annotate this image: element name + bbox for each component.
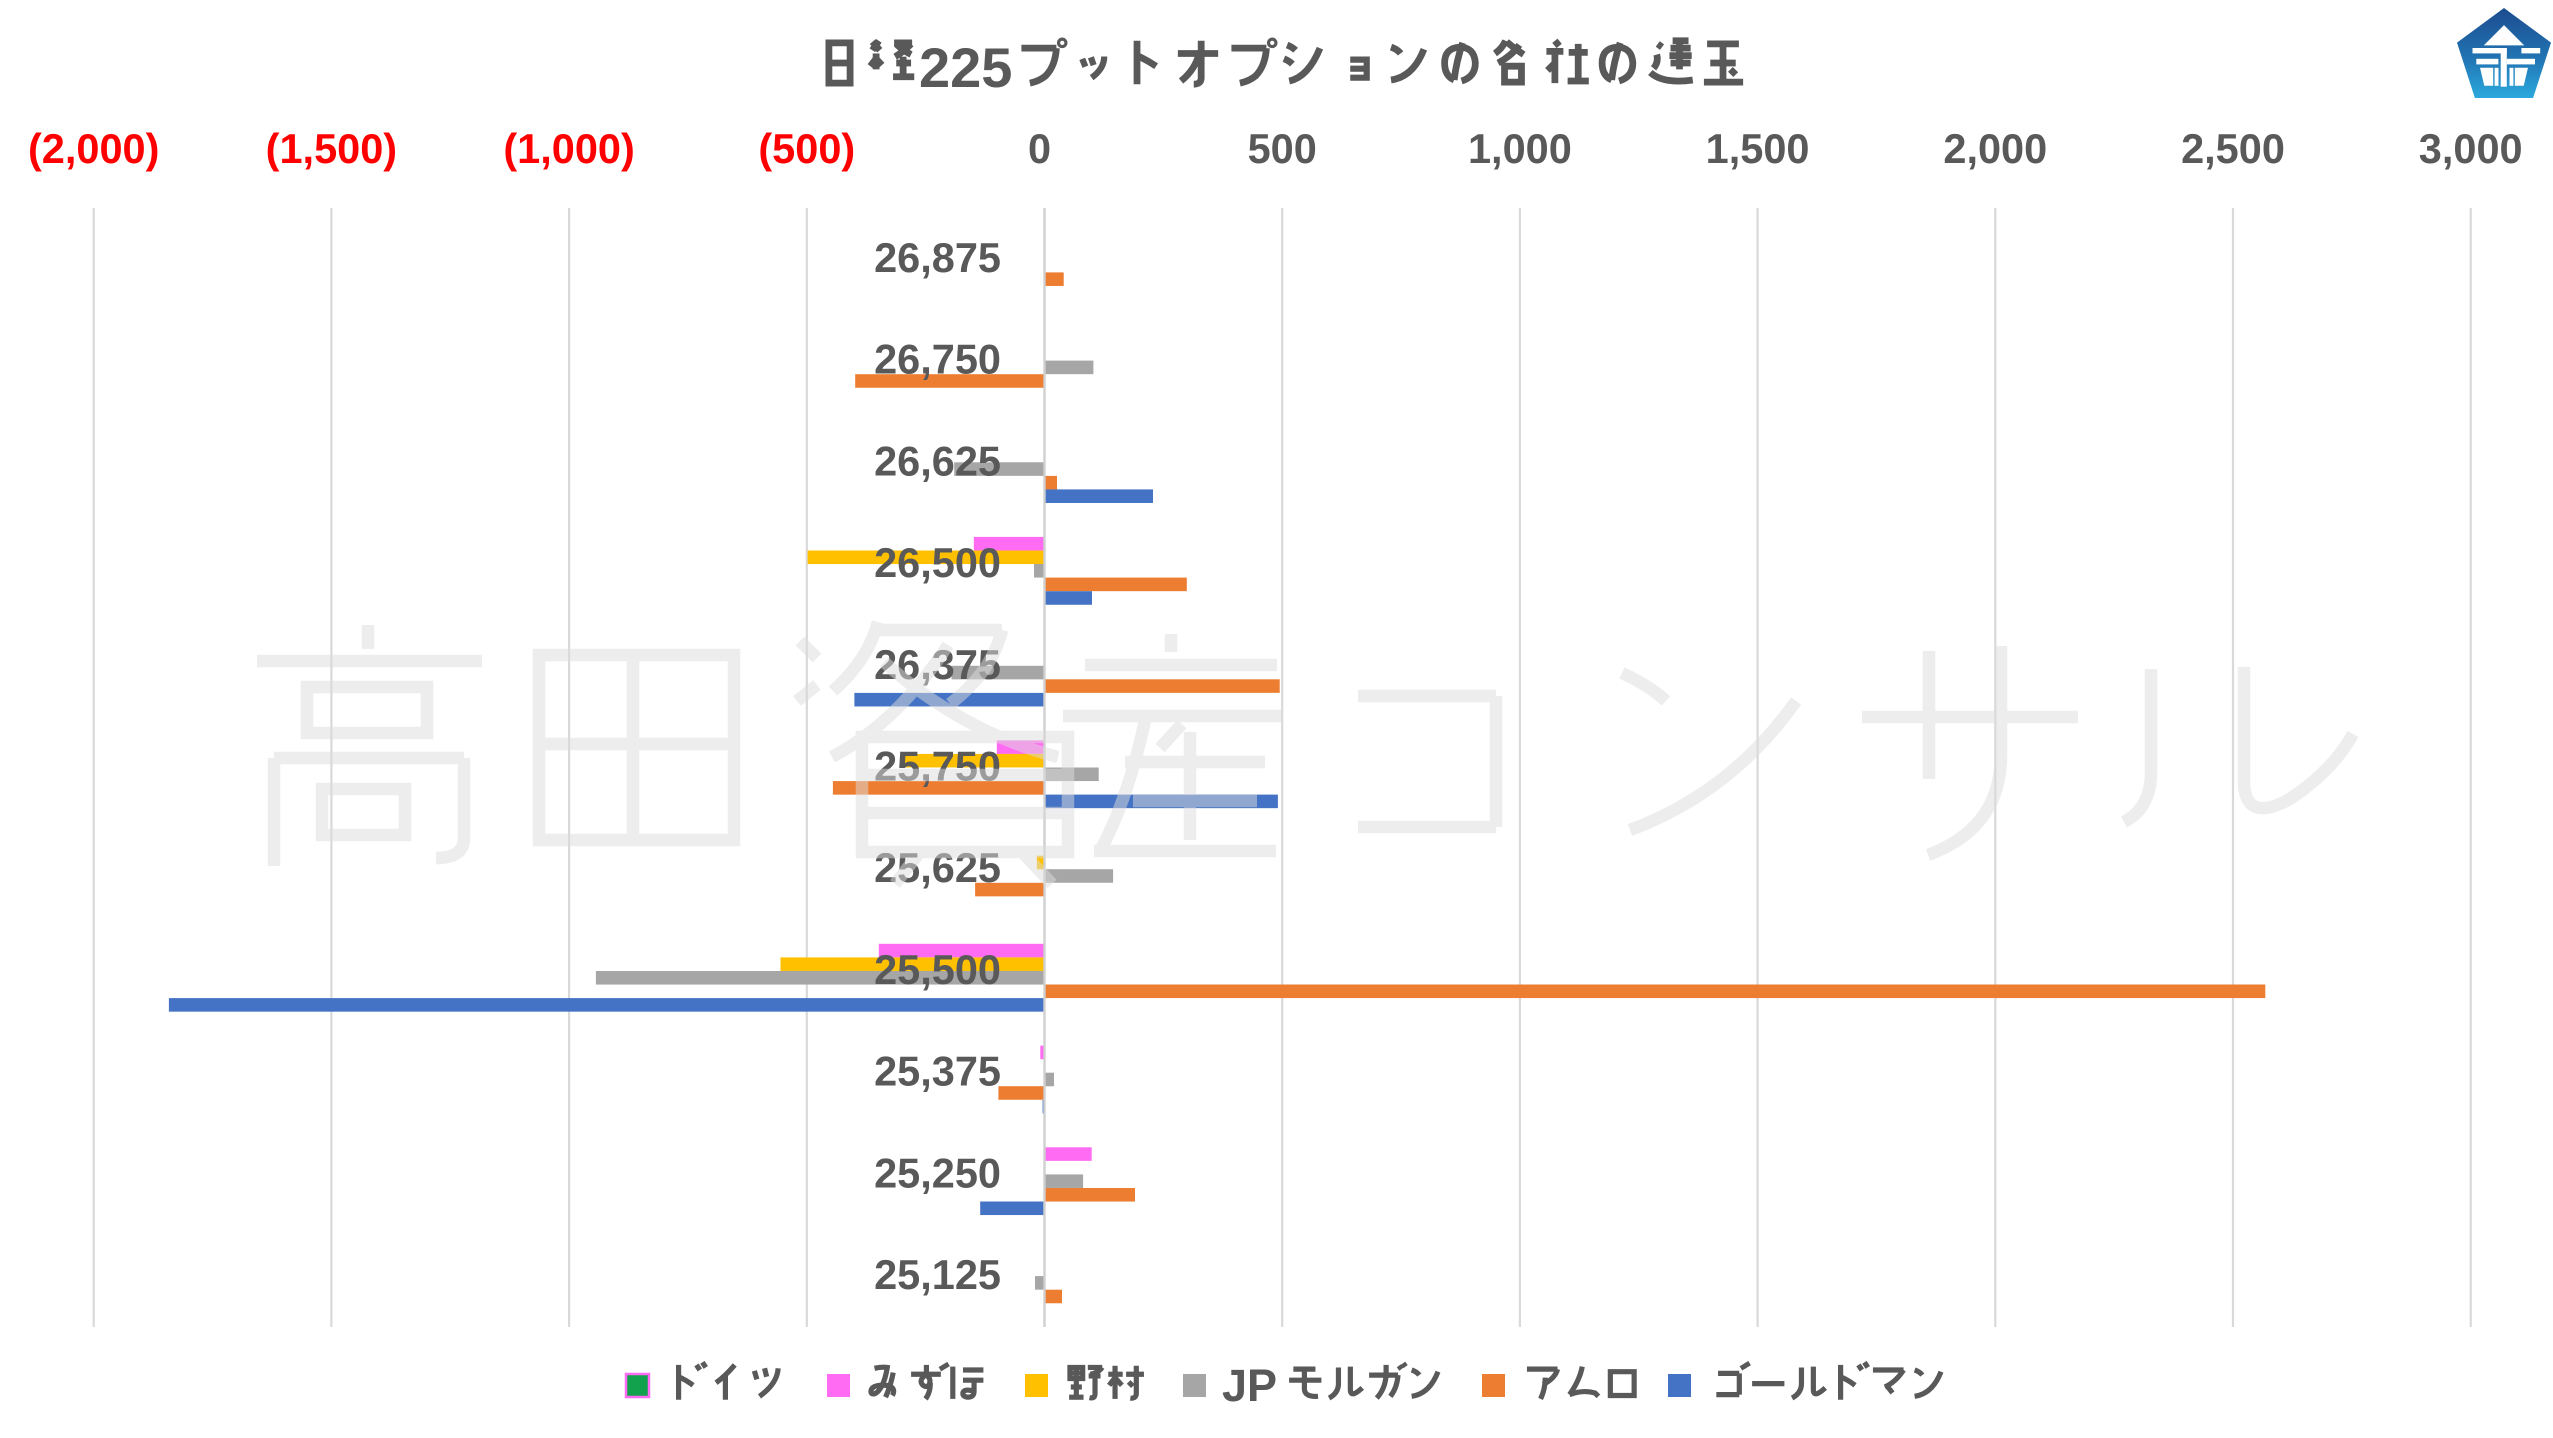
svg-text:JP: JP [1222,1360,1277,1411]
svg-text:25,750: 25,750 [874,743,1001,790]
svg-text:26,875: 26,875 [874,234,1001,281]
svg-text:(2,000): (2,000) [28,125,160,172]
svg-text:3,000: 3,000 [2419,125,2523,172]
svg-text:1,000: 1,000 [1468,125,1572,172]
svg-text:26,500: 26,500 [874,539,1001,586]
svg-text:25,125: 25,125 [874,1251,1001,1298]
svg-text:0: 0 [1028,125,1051,172]
svg-text:2,000: 2,000 [1943,125,2047,172]
svg-text:(500): (500) [758,125,855,172]
svg-text:500: 500 [1248,125,1317,172]
svg-text:26,625: 26,625 [874,437,1001,484]
svg-text:25,500: 25,500 [874,946,1001,993]
svg-text:25,250: 25,250 [874,1149,1001,1196]
svg-text:26,750: 26,750 [874,336,1001,383]
svg-text:25,375: 25,375 [874,1048,1001,1095]
svg-text:(1,500): (1,500) [266,125,398,172]
svg-text:1,500: 1,500 [1706,125,1810,172]
svg-text:225: 225 [919,36,1012,99]
svg-text:2,500: 2,500 [2181,125,2285,172]
svg-text:(1,000): (1,000) [503,125,635,172]
